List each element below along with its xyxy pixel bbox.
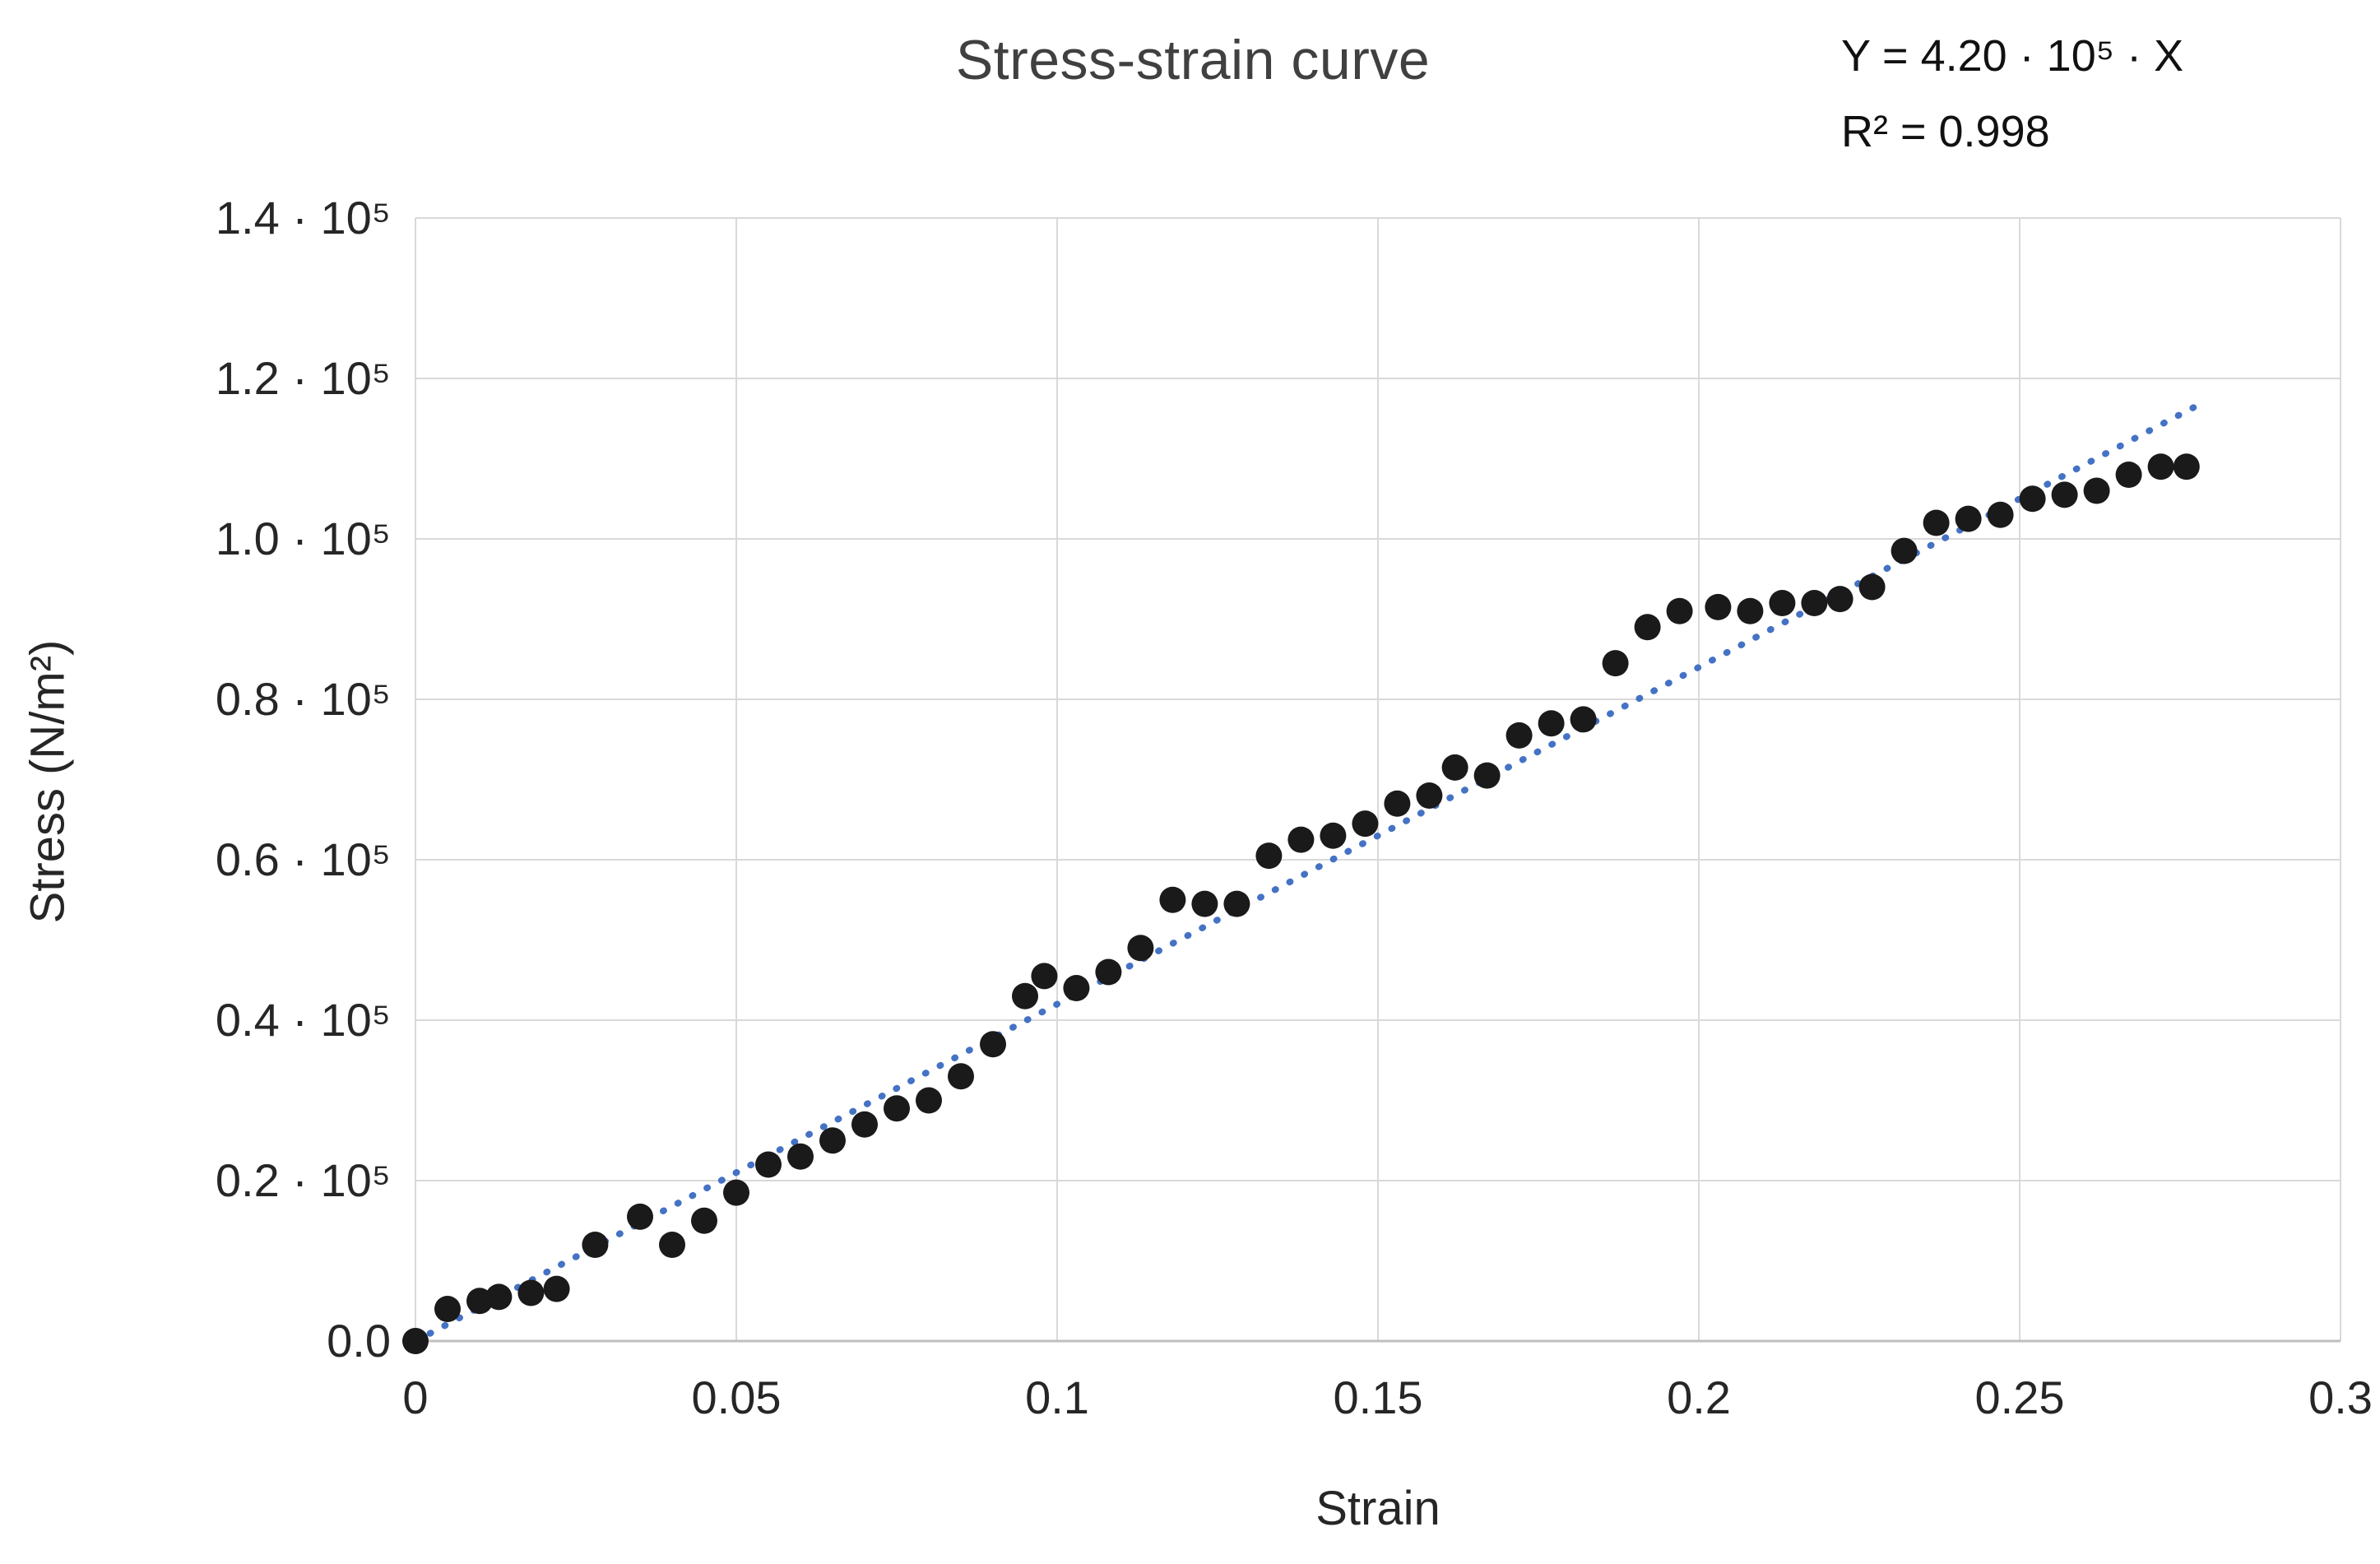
data-point [1012,982,1038,1009]
data-point [1538,710,1565,737]
data-point [1223,890,1250,917]
data-point [948,1063,974,1090]
data-point [1505,722,1533,749]
trendline [412,401,2203,1344]
data-point [1955,505,1982,532]
x-tick-label: 0.25 [1975,1371,2065,1423]
y-tick-label: 1.2 · 10⁵ [216,352,391,404]
data-point [1858,573,1886,601]
data-point [1031,963,1058,990]
data-point [1287,826,1315,853]
y-tick-label: 0.0 [327,1315,391,1367]
y-tick-label: 1.4 · 10⁵ [216,192,391,244]
data-point [434,1296,461,1322]
data-point [1159,886,1186,913]
data-point [1320,822,1347,849]
data-point [1191,890,1218,917]
data-point [1769,590,1796,616]
data-point [1095,958,1122,986]
data-point [1705,593,1732,620]
y-tick-label: 0.8 · 10⁵ [216,673,391,725]
data-point [1063,975,1090,1001]
x-tick-label: 0.3 [2308,1371,2373,1423]
x-tick-label: 0.05 [692,1371,782,1423]
y-tick-label: 0.2 · 10⁵ [216,1154,391,1206]
data-point [1826,586,1853,613]
data-point [916,1087,942,1114]
data-point [627,1203,653,1230]
data-point [2051,481,2078,508]
x-axis-title: Strain [1315,1482,1441,1535]
data-point [787,1143,814,1170]
data-point [402,1328,429,1354]
data-point [1737,597,1764,624]
data-point [1923,509,1950,536]
trendline-equation: Y = 4.20 · 10⁵ · X [1841,31,2184,81]
data-point [2115,462,2142,488]
data-point [1473,762,1501,789]
data-point [582,1232,609,1258]
data-point [1352,810,1379,838]
data-point [485,1283,513,1311]
data-point [1801,590,1828,616]
trendline-annotation: Y = 4.20 · 10⁵ · X R² = 0.998 [1841,18,2183,169]
data-point [1416,782,1443,809]
data-point [1127,935,1154,962]
x-tick-label: 0.1 [1025,1371,1089,1423]
y-tick-label: 1.0 · 10⁵ [216,513,391,564]
trendline-r-squared: R² = 0.998 [1841,107,2050,156]
data-point [691,1207,717,1234]
y-tick-label: 0.4 · 10⁵ [216,994,391,1046]
data-point [884,1095,910,1122]
data-point [1255,842,1283,870]
chart-title: Stress-strain curve [955,29,1431,91]
data-point [1441,754,1468,781]
x-tick-label: 0 [402,1371,428,1423]
data-point [2019,485,2046,513]
data-point [517,1279,545,1306]
x-tick-label: 0.15 [1334,1371,1423,1423]
data-point [2083,477,2110,504]
data-point [980,1031,1006,1058]
data-point [1987,501,2014,528]
data-point [1634,614,1661,641]
y-tick-label: 0.6 · 10⁵ [216,833,391,885]
data-point [2173,453,2200,480]
x-tick-label: 0.2 [1667,1371,1731,1423]
data-point [2147,453,2174,480]
data-point [723,1179,749,1206]
data-point [1570,706,1597,733]
data-point [819,1127,846,1154]
data-point [1602,650,1629,677]
data-point [543,1275,570,1302]
data-point [659,1232,685,1258]
data-point [851,1111,878,1138]
data-point [1666,597,1693,624]
data-point [1384,790,1411,817]
data-point [1891,537,1918,564]
data-point [755,1151,782,1178]
